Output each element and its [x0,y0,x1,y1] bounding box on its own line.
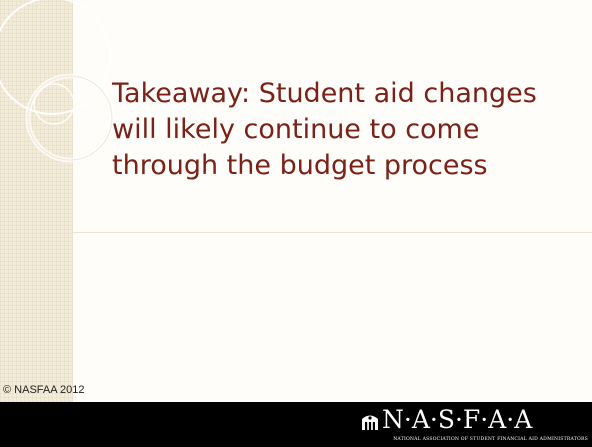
divider [73,232,592,233]
logo-wordmark: N·A·S·F·A·A [382,405,533,434]
building-icon [362,415,378,430]
nasfaa-logo: N·A·S·F·A·A NATIONAL ASSOCIATION OF STUD… [360,404,588,446]
footer-bar: N·A·S·F·A·A NATIONAL ASSOCIATION OF STUD… [0,402,592,447]
sidebar-panel [0,0,73,402]
logo-subtitle: NATIONAL ASSOCIATION OF STUDENT FINANCIA… [393,437,588,442]
decorative-circles [0,0,115,163]
slide-title: Takeaway: Student aid changes will likel… [112,78,537,181]
copyright-text: © NASFAA 2012 [3,384,85,396]
